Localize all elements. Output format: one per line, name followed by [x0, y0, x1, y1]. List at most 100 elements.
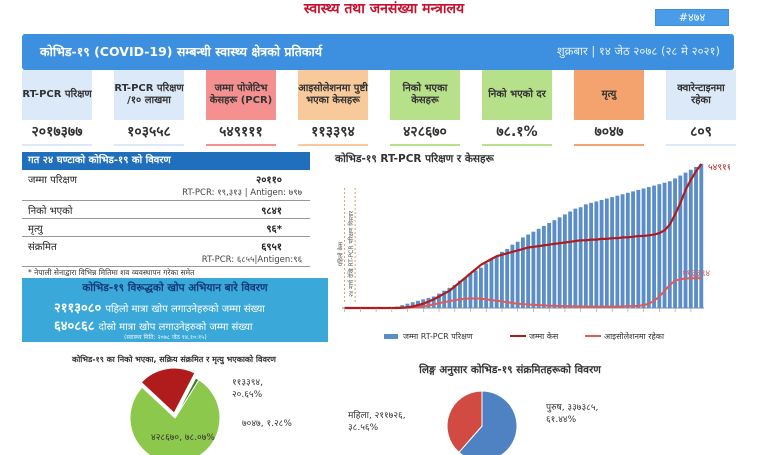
stat-value: ५४९१११ [206, 120, 276, 144]
bar [573, 208, 578, 308]
stat-label: RT-PCR परिक्षण [22, 89, 92, 100]
pie-label-deaths: ७०४७, १.२८% [242, 419, 292, 429]
stat-label: आइसोलेशनमा पुष्टी भएका केसहरू [298, 83, 368, 106]
stat-label: मृत्यु [601, 89, 617, 100]
bar [431, 296, 436, 308]
stat-label: जम्मा पोजेटिभ केसहरू (PCR) [209, 83, 273, 106]
bar [463, 277, 468, 308]
first-case-marker-label: पहिलो केस [337, 241, 345, 266]
report-date: शुक्रबार | १४ जेठ २०७८ (२८ मे २०२१) [556, 44, 720, 58]
dose1-label: पहिलो मात्रा खोप लगाउनेहरुको जम्मा संख्य… [105, 304, 265, 315]
stat-card-positive-cases: जम्मा पोजेटिभ केसहरू (PCR) ५४९१११ [206, 70, 276, 146]
bar [552, 220, 557, 308]
bar [625, 192, 630, 308]
bar [531, 231, 536, 308]
bar [578, 207, 583, 308]
stat-card-isolation: आइसोलेशनमा पुष्टी भएका केसहरू ११३३९४ [298, 70, 368, 146]
bar [400, 305, 405, 308]
row-label: जम्मा परिक्षण [28, 175, 77, 186]
stat-card-quarantine: क्वारेन्टाइनमा रहेका ८०९ [666, 70, 736, 146]
bar [646, 187, 651, 308]
row-subtext: RT-PCR: १९,३१३ | Antigen: ७९७ [182, 188, 302, 198]
bar [489, 259, 494, 308]
stat-card-recovered: निको भएका केसहरू ४२८६७० [390, 70, 460, 146]
gender-pie-chart [446, 390, 518, 455]
bar [526, 234, 531, 308]
report-title: कोभिड-१९ (COVID-19) सम्बन्धी स्वास्थ्य क… [40, 44, 322, 59]
stat-label: क्वारेन्टाइनमा रहेका [677, 83, 725, 106]
stat-value: १०३५५८ [114, 120, 184, 144]
bar [699, 164, 704, 308]
bar [583, 204, 588, 308]
trend-chart-title: कोभिड-१९ RT-PCR परिक्षण र केसहरू [335, 153, 494, 165]
stat-label: निको भएको दर [488, 89, 546, 100]
row-value: ६९५१ [261, 242, 282, 253]
bar [515, 241, 520, 308]
table-row: जम्मा परिक्षण २०११० RT-PCR: १९,३१३ | Ant… [22, 170, 310, 201]
outcome-pie-title: कोभिड-१९ का निको भएका, सक्रिय संक्रमित र… [72, 355, 276, 364]
trend-chart: पहिलो केस २४ मार्च देखि RT-PCR परिक्षण वि… [337, 163, 730, 341]
pie-label-recovered: ४२८६७०, ७८.०७% [151, 433, 215, 443]
table-row: संक्रमित ६९५१ RT-PCR: ६८५५|Antigen:९६ [22, 237, 310, 267]
stat-card-recovery-rate: निको भएको दर ७८.१% [482, 70, 552, 146]
pie-slice-active [140, 367, 196, 414]
stat-label: RT-PCR परिक्षण /१० लाखमा [114, 83, 184, 106]
row-value: ९८४१ [261, 206, 282, 217]
bar [673, 178, 677, 308]
bar [479, 267, 483, 308]
bar [410, 302, 415, 308]
dose1-value: २११३०८० [54, 301, 102, 316]
stat-value: ८०९ [666, 120, 736, 144]
bar [520, 237, 525, 308]
stat-card-tests-per-million: RT-PCR परिक्षण /१० लाखमा १०३५५८ [114, 70, 184, 146]
bar [458, 280, 462, 308]
bar [620, 194, 625, 308]
row-value: २०११० [256, 175, 282, 186]
bar [599, 200, 604, 308]
bar [562, 214, 567, 308]
bar [667, 181, 672, 308]
bar [678, 175, 683, 308]
table-row: मृत्यु ९६* [22, 219, 310, 237]
table-row: निको भएको ९८४१ [22, 201, 310, 219]
bar [662, 182, 667, 308]
bar [557, 217, 562, 308]
reference-number: #४७४ [655, 9, 729, 26]
isolation-end-label: ११३३९४ [682, 269, 710, 279]
bar [594, 201, 599, 308]
legend-label: आइसोलेशनमा रहेका [604, 331, 665, 341]
pie-slice-deaths [174, 377, 200, 419]
bar [683, 172, 688, 308]
bar [442, 290, 447, 308]
vaccine-dose1: २११३०८० पहिलो मात्रा खोप लगाउनेहरुको जम्म… [54, 298, 265, 316]
cases-end-label: ५४९१११ [708, 163, 730, 173]
bar [437, 293, 441, 308]
dose2-label: दोस्रो मात्रा खोप लगाउनेहरुको जम्मा संख्… [98, 322, 253, 333]
stat-value: २०१७३७७ [22, 120, 92, 144]
bar [447, 287, 452, 308]
legend-label: जम्मा RT-PCR परिक्षण [403, 331, 473, 341]
bar [652, 185, 656, 308]
report-banner: कोभिड-१९ (COVID-19) सम्बन्धी स्वास्थ्य क… [22, 34, 734, 70]
bar [636, 189, 641, 308]
pie-slice-recovered [129, 379, 221, 455]
cases-series-line [344, 163, 703, 310]
dose2-value: ६४०८६८ [54, 319, 95, 334]
vaccine-panel: कोभिड-१९ विरूद्धको खोप अभियान बारे विवरण… [22, 278, 328, 342]
pie-label-male: पुरुष, ३३७३८५, ६१.४४% [546, 403, 599, 425]
bar [468, 273, 473, 308]
bar [589, 202, 594, 308]
row-value: ९६* [266, 224, 282, 235]
legend-swatch [384, 334, 398, 339]
bar [694, 166, 698, 308]
bar [615, 195, 620, 308]
bar [547, 223, 552, 308]
ministry-title: स्वास्थ्य तथा जनसंख्या मन्त्रालय [303, 1, 465, 17]
vaccine-dose2: ६४०८६८ दोस्रो मात्रा खोप लगाउनेहरुको जम्म… [54, 316, 253, 334]
bar [426, 297, 431, 308]
pie-slice-female [446, 390, 483, 454]
bar [641, 188, 646, 308]
bar [505, 248, 510, 308]
legend-label: जम्मा केस [529, 331, 559, 341]
bar [452, 284, 457, 308]
